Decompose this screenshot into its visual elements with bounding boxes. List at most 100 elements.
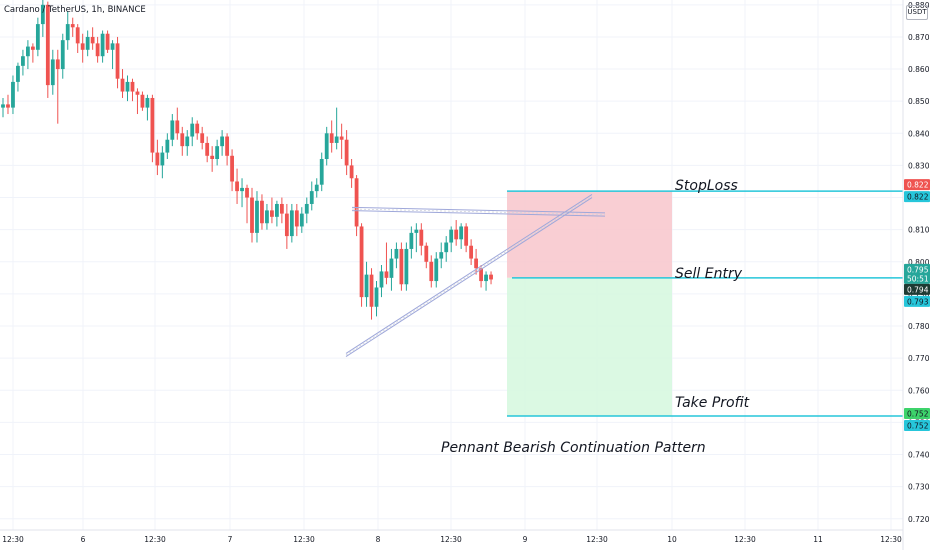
- candle: [205, 136, 210, 163]
- candle: [279, 197, 284, 224]
- candle-body: [215, 146, 220, 159]
- candle-body: [265, 210, 269, 224]
- candle: [299, 207, 304, 233]
- price-axis-label-text: 0.793: [907, 297, 929, 306]
- y-tick-label: 0.810: [908, 226, 930, 235]
- candle: [464, 223, 469, 253]
- candle: [270, 197, 274, 224]
- candle: [35, 17, 40, 57]
- x-tick-label: 10: [667, 535, 677, 544]
- candle-body: [344, 139, 349, 166]
- candle-body: [339, 136, 344, 140]
- price-axis-label: 0.752: [904, 407, 930, 419]
- candle-body: [454, 229, 459, 240]
- candle: [329, 120, 334, 153]
- candle-body: [1, 104, 5, 108]
- candle-body: [11, 81, 15, 108]
- candle: [304, 197, 309, 224]
- candle-body: [145, 97, 150, 108]
- candle-body: [334, 136, 339, 143]
- candle-body: [165, 139, 170, 153]
- candle-body: [85, 36, 90, 50]
- price-axis-label-bg: [904, 407, 930, 419]
- candle: [419, 223, 424, 256]
- candle-body: [160, 152, 165, 166]
- x-tick-label: 12:30: [293, 535, 315, 544]
- candle: [215, 139, 220, 166]
- candle-body: [474, 258, 478, 269]
- candle: [250, 187, 254, 243]
- candle: [489, 271, 493, 285]
- candle: [454, 220, 459, 246]
- price-axis-label-bg: [904, 419, 930, 431]
- candle-body: [21, 56, 25, 66]
- candle: [180, 126, 185, 156]
- price-axis-label-bg: [904, 272, 930, 284]
- candle-body: [354, 178, 359, 227]
- candle: [260, 194, 264, 230]
- price-axis-label-text: 0.795: [907, 265, 929, 274]
- candle: [339, 123, 344, 159]
- candle: [275, 200, 279, 227]
- candle-body: [6, 104, 10, 108]
- candle-body: [245, 187, 249, 198]
- candle-body: [70, 24, 75, 28]
- candle-body: [180, 133, 185, 147]
- y-tick-label: 0.830: [908, 161, 930, 170]
- candle-body: [240, 187, 244, 192]
- pennant-lower-line-b: [345, 197, 593, 358]
- candle: [314, 178, 319, 198]
- candle-body: [374, 287, 379, 307]
- candle: [195, 120, 200, 140]
- candle: [150, 94, 155, 163]
- candle-body: [110, 43, 115, 50]
- candle-body: [369, 274, 374, 307]
- currency-badge[interactable]: USDT: [906, 5, 928, 20]
- candle: [449, 226, 454, 253]
- price-axis-label-bg: [904, 263, 930, 275]
- candle-body: [80, 43, 85, 50]
- candle-body: [439, 252, 444, 259]
- candle: [309, 181, 314, 211]
- candle: [379, 265, 384, 298]
- price-axis-label: 0.752: [904, 419, 930, 431]
- candle: [60, 33, 65, 79]
- candle-body: [170, 120, 175, 140]
- candle-body: [90, 36, 95, 44]
- candle-body: [314, 184, 319, 192]
- candle-body: [329, 133, 334, 143]
- candle-body: [389, 258, 394, 278]
- x-tick-label: 12:30: [734, 535, 756, 544]
- candle: [165, 133, 170, 159]
- candle: [294, 203, 299, 237]
- candle-body: [120, 78, 125, 92]
- price-axis-label-bg: [904, 295, 930, 307]
- x-tick-label: 12:30: [440, 535, 462, 544]
- candle: [185, 130, 190, 156]
- candle-body: [55, 59, 60, 70]
- candle-body: [260, 200, 264, 224]
- candle: [210, 146, 215, 172]
- price-axis-label: 0.793: [904, 295, 930, 307]
- candle: [245, 184, 249, 224]
- candle: [21, 49, 25, 76]
- sell-entry-label: Sell Entry: [675, 266, 742, 282]
- candle-body: [130, 81, 135, 92]
- candle-body: [324, 133, 329, 159]
- candle-body: [379, 271, 384, 288]
- y-tick-label: 0.780: [908, 322, 930, 331]
- candle: [55, 49, 60, 124]
- candle: [135, 88, 140, 115]
- candle: [100, 30, 105, 63]
- candle: [125, 75, 130, 102]
- candle-body: [399, 248, 404, 285]
- candle-body: [469, 245, 474, 259]
- candle: [26, 40, 30, 70]
- pattern-label: Pennant Bearish Continuation Pattern: [441, 440, 706, 456]
- candle-body: [459, 226, 464, 240]
- candle-body: [230, 155, 234, 182]
- candle-body: [444, 242, 449, 253]
- pennant-lower-line: [345, 193, 593, 358]
- x-tick-label: 11: [813, 535, 823, 544]
